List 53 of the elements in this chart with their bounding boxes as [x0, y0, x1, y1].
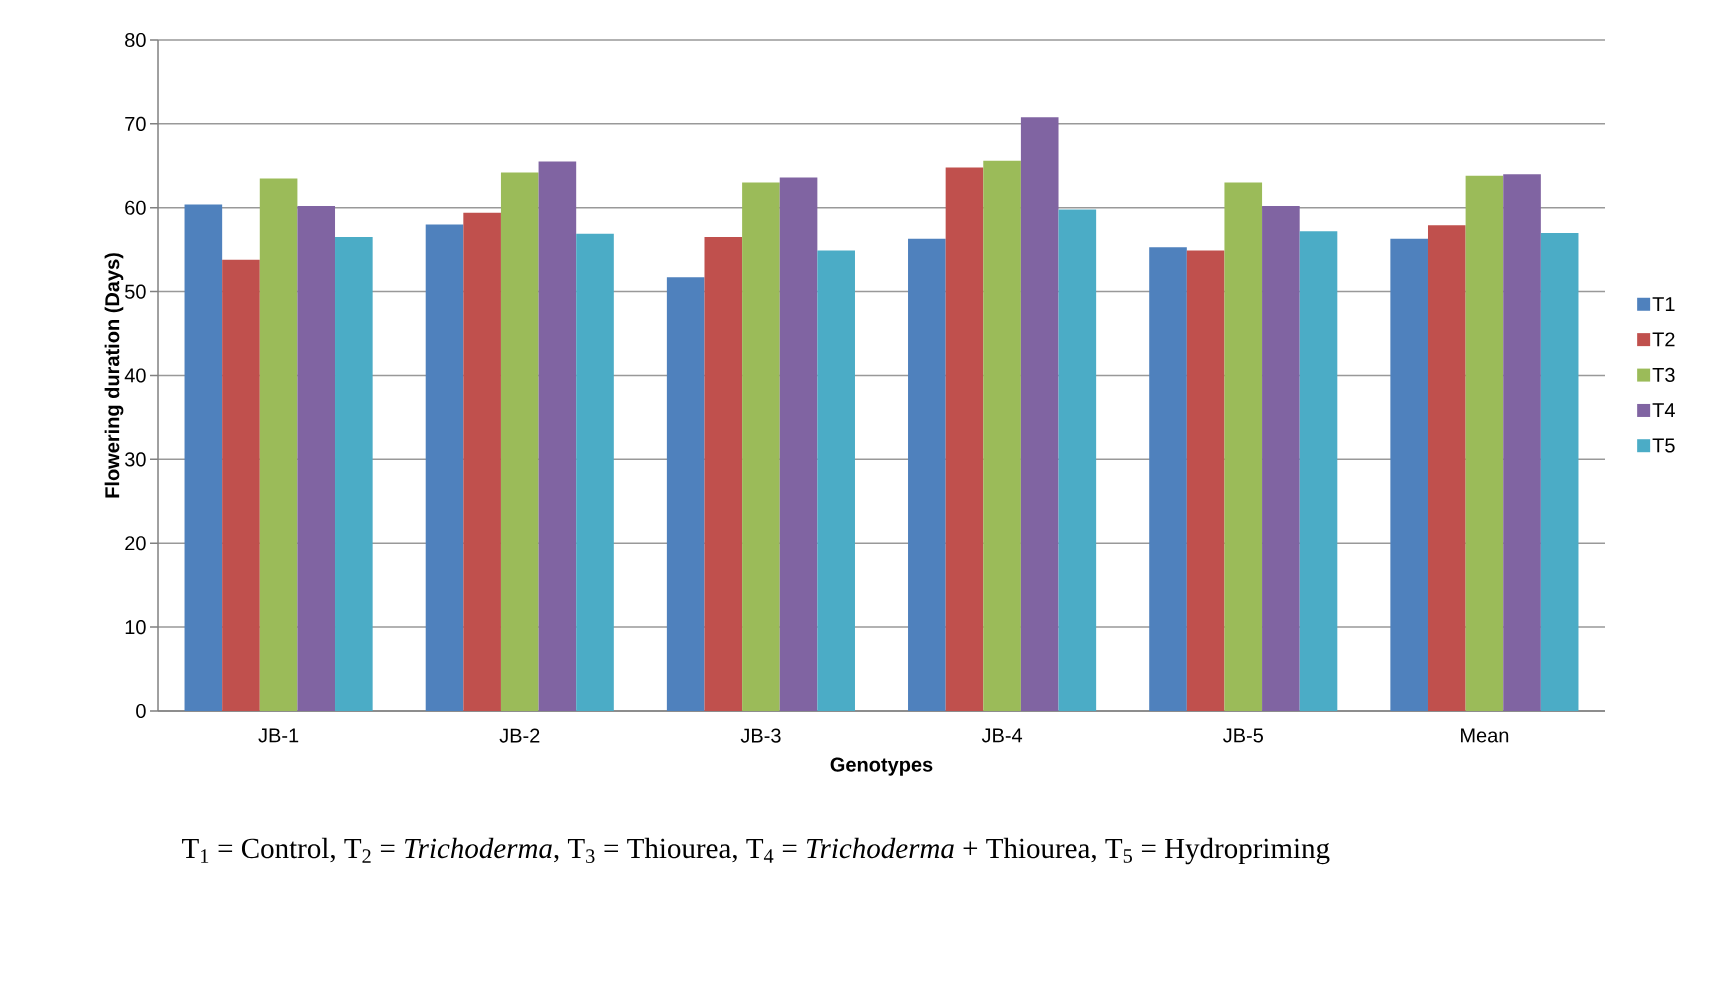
y-tick-label: 30: [125, 452, 146, 467]
bar: [666, 277, 705, 711]
bar: [1299, 231, 1338, 711]
x-tick-label: Mean: [1461, 728, 1509, 743]
bar: [297, 206, 336, 711]
bar: [1427, 225, 1466, 711]
bar: [908, 238, 946, 711]
bar: [742, 182, 780, 711]
bar: [538, 161, 577, 711]
y-tick-label: 80: [125, 32, 146, 48]
y-tick-label: 20: [125, 536, 146, 551]
bar: [222, 259, 260, 711]
x-tick-label: JB-5: [1223, 728, 1263, 743]
bar: [1465, 175, 1504, 711]
x-tick-label: JB-1: [258, 728, 299, 743]
bar: [1390, 238, 1428, 711]
bar: [335, 237, 373, 711]
y-tick-label: 10: [125, 620, 146, 635]
bar: [1224, 182, 1263, 711]
x-tick-label: JB-3: [740, 728, 781, 743]
bar: [1540, 232, 1579, 711]
legend-label: T1: [1652, 297, 1675, 311]
bar: [425, 224, 464, 711]
x-tick-label: JB-2: [499, 728, 540, 743]
x-tick-label: JB-4: [981, 728, 1023, 743]
bar: [779, 177, 818, 711]
y-axis-title: Flowering duration (Days): [104, 253, 124, 498]
y-tick-label: 40: [124, 368, 146, 383]
x-axis-title: Genotypes: [830, 757, 933, 776]
y-tick-label: 60: [125, 200, 146, 215]
y-tick-label: 70: [125, 116, 146, 131]
bar: [983, 160, 1021, 711]
bar: [945, 167, 984, 711]
bar: [184, 204, 223, 711]
bar: [1186, 250, 1225, 711]
legend-label: T5: [1652, 438, 1675, 453]
bar: [1058, 209, 1097, 711]
legend-label: T4: [1652, 403, 1675, 418]
bar: [1503, 174, 1541, 711]
bar: [576, 233, 614, 711]
bar: [1020, 117, 1059, 711]
bar: [463, 212, 501, 711]
y-tick-label: 50: [125, 284, 146, 299]
legend-label: T2: [1652, 332, 1675, 347]
bar: [704, 237, 743, 711]
y-tick-label: 0: [136, 703, 146, 719]
bar: [1149, 247, 1187, 711]
bar: [500, 172, 539, 711]
text: T$_{1}$ = Control, T$_{2}$ = Trichoderma, T$_{3}$ = Thiourea, T$_{4}$ = Trichoderma + Thiourea, T$_{5}$ = Hydropriming: [182, 837, 1330, 865]
legend-label: T3: [1652, 367, 1675, 383]
bar: [1262, 206, 1300, 711]
bar: [817, 250, 855, 711]
bar: [259, 178, 298, 711]
